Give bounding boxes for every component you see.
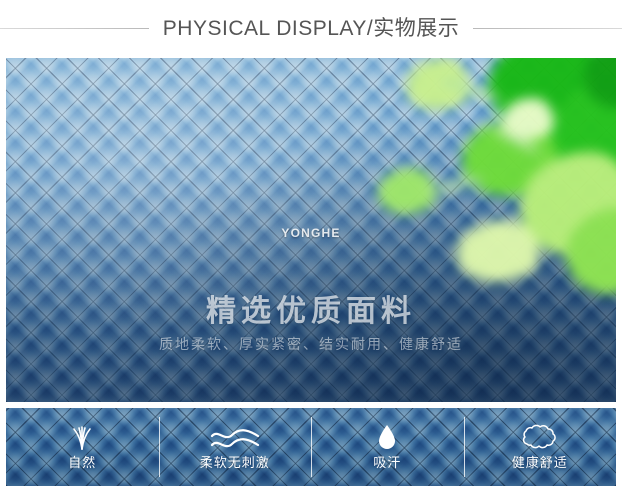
droplet-icon	[377, 424, 397, 450]
grass-icon	[69, 424, 95, 450]
feature-label: 柔软无刺激	[199, 454, 270, 470]
cloud-icon	[518, 424, 562, 450]
feature-label: 吸汗	[373, 454, 402, 470]
hero-subheadline: 质地柔软、厚实紧密、结实耐用、健康舒适	[159, 336, 463, 352]
header-rule-left	[0, 27, 149, 29]
green-plant-decoration	[370, 58, 616, 302]
hero-product-image: YONGHE 精选优质面料 质地柔软、厚实紧密、结实耐用、健康舒适	[6, 58, 616, 402]
hero-headline: 精选优质面料	[206, 295, 416, 328]
feature-item-natural[interactable]: 自然	[6, 408, 159, 486]
brand-watermark: YONGHE	[281, 226, 341, 240]
section-header: PHYSICAL DISPLAY/实物展示	[0, 0, 622, 56]
header-rule-right	[473, 27, 622, 29]
page-title: PHYSICAL DISPLAY/实物展示	[162, 16, 460, 40]
feature-item-healthy-comfortable[interactable]: 健康舒适	[463, 408, 617, 486]
feature-label: 健康舒适	[511, 454, 568, 470]
waves-icon	[209, 424, 261, 450]
feature-item-sweat-absorbing[interactable]: 吸汗	[311, 408, 464, 486]
feature-label: 自然	[68, 454, 97, 470]
feature-bar: 自然 柔软无刺激 吸汗	[6, 408, 616, 486]
feature-item-soft-nonirritating[interactable]: 柔软无刺激	[158, 408, 312, 486]
